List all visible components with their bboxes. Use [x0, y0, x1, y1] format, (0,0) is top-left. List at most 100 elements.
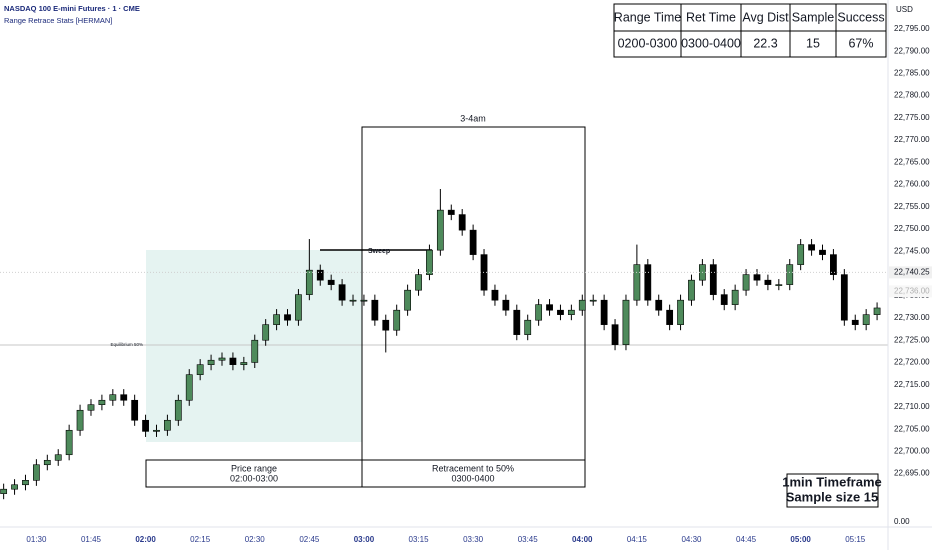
candle-body: [196, 364, 204, 375]
candle-body: [240, 362, 248, 365]
candle-body: [284, 314, 291, 321]
candle-body: [611, 324, 619, 345]
candle-body: [535, 304, 543, 321]
x-tick-label: 01:45: [81, 535, 102, 544]
candle-body: [775, 284, 783, 286]
y-tick-label: 22,755.00: [894, 202, 930, 211]
candle-body: [720, 294, 728, 305]
x-tick-label: 05:00: [790, 535, 811, 544]
table-cell: 15: [806, 36, 820, 50]
y-tick-label: 22,770.00: [894, 135, 930, 144]
candle-body: [174, 399, 182, 421]
x-tick-label: 03:15: [409, 535, 430, 544]
candle-body: [87, 404, 95, 411]
table-cell: 22.3: [753, 36, 777, 50]
stats-table: Range Time Ret Time Avg Dist Sample Succ…: [613, 3, 887, 58]
candle-body: [142, 419, 149, 432]
table-header: Range Time: [614, 10, 681, 24]
candle-body: [316, 269, 324, 281]
candle-body: [622, 299, 630, 345]
candle-body: [447, 209, 455, 215]
price-range-time: 02:00-03:00: [230, 473, 278, 483]
candle-body: [633, 264, 641, 301]
candle-body: [295, 294, 302, 321]
candle-body: [753, 274, 761, 281]
y-tick-label: 22,730.00: [894, 313, 930, 322]
sweep-label: Sweep: [368, 248, 390, 255]
x-tick-label: 04:30: [681, 535, 702, 544]
y-tick-label: 22,745.00: [894, 246, 930, 255]
candle-body: [32, 464, 40, 481]
candle-body: [830, 254, 837, 275]
candle-body: [862, 314, 870, 325]
info-box: [786, 473, 879, 508]
y-tick-label: 22,760.00: [894, 180, 930, 189]
equilibrium-label: Equilibrium 50%: [110, 342, 143, 347]
candle-body: [797, 244, 805, 265]
candle-body: [153, 429, 160, 432]
candle-body: [819, 249, 826, 255]
y-tick-label: 22,775.00: [894, 113, 930, 122]
info-timeframe: 1min Timeframe: [782, 474, 881, 489]
candle-body: [229, 357, 237, 365]
candle-body: [578, 299, 586, 311]
candle-body: [251, 339, 259, 363]
last-price-tag: [889, 266, 932, 279]
candle-body: [502, 299, 510, 311]
y-tick-label: 22,790.00: [894, 46, 930, 55]
x-tick-label: 02:15: [190, 535, 211, 544]
candle-body: [131, 399, 139, 421]
candle-body: [513, 309, 521, 335]
y-tick-label: 22,780.00: [894, 91, 930, 100]
y-tick-label: 22,725.00: [894, 335, 930, 344]
session-label: 3-4am: [460, 113, 486, 123]
candle-body: [185, 374, 193, 401]
candle-body: [655, 299, 663, 311]
currency: USD: [896, 5, 913, 14]
y-tick-label: 22,695.00: [894, 469, 930, 478]
table-header: Success: [837, 10, 884, 24]
candle-body: [436, 209, 444, 251]
volume-label: 0.00: [894, 517, 910, 526]
candle-body: [764, 279, 772, 285]
candle-body: [731, 289, 739, 305]
candle-body: [666, 309, 674, 325]
prev-price-label: 22,736.00: [894, 286, 930, 295]
candle-body: [305, 269, 313, 295]
candle-body: [688, 279, 695, 301]
x-tick-label: 01:30: [26, 535, 47, 544]
y-tick-label: 22,715.00: [894, 380, 930, 389]
chart-title: NASDAQ 100 E-mini Futures · 1 · CME: [4, 4, 140, 13]
candle-body: [382, 319, 390, 331]
table-header: Ret Time: [686, 10, 736, 24]
retracement-box: [361, 459, 586, 488]
candle-body: [567, 309, 575, 315]
x-tick-label: 02:00: [135, 535, 156, 544]
candle-body: [207, 359, 215, 365]
candle-body: [709, 264, 717, 295]
table-cell: 0200-0300: [618, 36, 678, 50]
y-tick-label: 22,765.00: [894, 157, 930, 166]
price-range-label: Price range: [231, 463, 277, 473]
candle-body: [600, 299, 608, 325]
y-tick-label: 22,700.00: [894, 447, 930, 456]
candle-body: [524, 319, 532, 335]
x-tick-label: 04:45: [736, 535, 757, 544]
candle-body: [491, 289, 499, 301]
candle-body: [327, 279, 335, 285]
candle-body: [360, 299, 368, 302]
candle-body: [76, 409, 84, 431]
candle-body: [469, 229, 477, 255]
candle-body: [677, 299, 684, 325]
y-tick-label: 22,710.00: [894, 402, 930, 411]
indicator-name: Range Retrace Stats [HERMAN]: [4, 16, 112, 25]
y-tick-label: 22,785.00: [894, 68, 930, 77]
x-tick-label: 02:30: [245, 535, 266, 544]
candle-body: [218, 357, 226, 361]
candle-body: [349, 299, 357, 302]
candle-body: [644, 264, 652, 301]
candle-body: [54, 454, 62, 461]
candle-body: [22, 480, 29, 486]
candle-body: [840, 274, 848, 321]
